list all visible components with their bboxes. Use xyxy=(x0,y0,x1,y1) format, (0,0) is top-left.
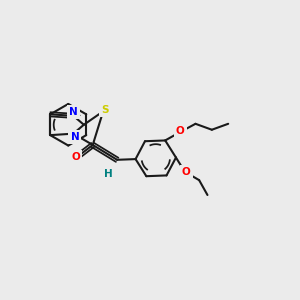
Text: O: O xyxy=(176,126,184,136)
Text: S: S xyxy=(101,105,108,115)
Text: H: H xyxy=(104,169,112,179)
Text: N: N xyxy=(69,107,78,117)
Text: O: O xyxy=(71,152,80,162)
Text: N: N xyxy=(70,132,79,142)
Text: O: O xyxy=(182,167,191,177)
